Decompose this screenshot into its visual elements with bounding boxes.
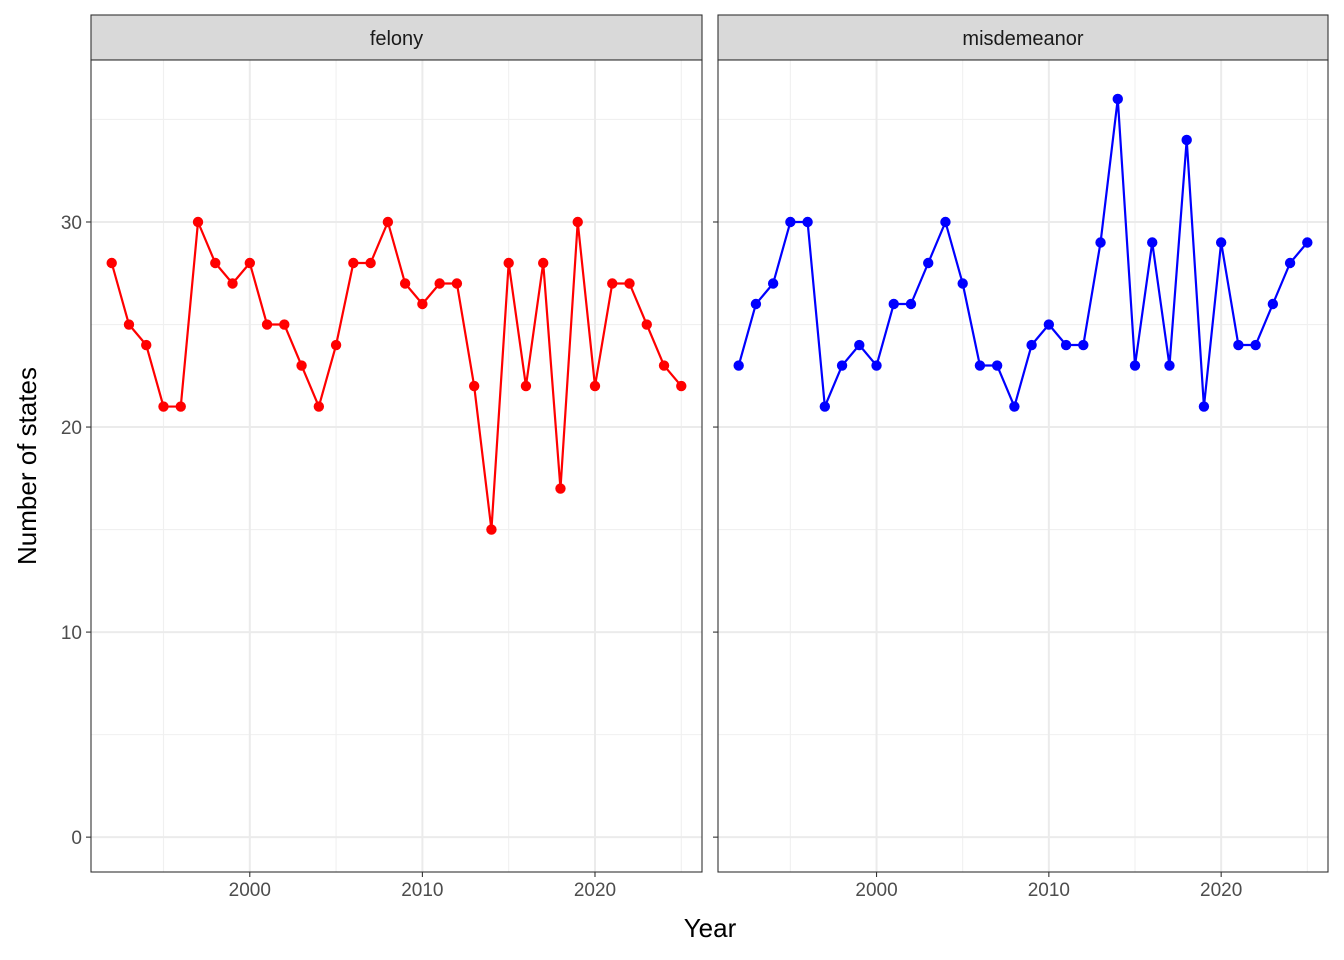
data-point <box>624 278 635 289</box>
data-point <box>1181 134 1192 146</box>
data-point <box>836 360 848 371</box>
data-point <box>538 257 549 269</box>
facet-strip-label: misdemeanor <box>962 28 1084 50</box>
data-point <box>520 380 532 392</box>
y-tick-label: 20 <box>61 418 82 439</box>
data-point <box>313 401 325 412</box>
panel-border <box>90 59 703 873</box>
data-point <box>905 298 917 310</box>
plot-background <box>91 60 702 872</box>
data-point <box>1026 339 1037 351</box>
data-point <box>106 257 117 269</box>
data-point <box>1112 93 1123 105</box>
data-point <box>572 216 583 228</box>
x-tick-label: 2000 <box>855 880 897 901</box>
data-point <box>175 401 186 412</box>
data-point <box>348 257 359 269</box>
data-point <box>1198 401 1210 412</box>
data-point <box>1233 339 1244 351</box>
data-point <box>244 257 255 269</box>
data-point <box>888 298 899 310</box>
data-point <box>1250 339 1261 351</box>
data-point <box>382 216 394 228</box>
y-tick-label: 30 <box>61 213 82 234</box>
data-point <box>819 401 831 412</box>
facet-panel-misdemeanor: misdemeanor 2000 2010 2020 <box>713 14 1329 901</box>
facet-strip-label: felony <box>370 28 423 50</box>
panels-layer: felony 2000 2010 2020 0 10 20 30 misdemeanor 2000… <box>61 14 1329 901</box>
data-point <box>486 524 497 535</box>
data-point <box>854 339 865 351</box>
data-point <box>1215 237 1227 248</box>
data-point <box>1078 339 1089 351</box>
x-axis-title: Year <box>684 913 737 943</box>
x-tick-label: 2010 <box>1028 880 1070 901</box>
data-point <box>296 360 307 371</box>
panel-border <box>717 59 1329 873</box>
data-point <box>1060 339 1072 351</box>
data-point <box>991 360 1003 371</box>
data-point <box>676 380 687 392</box>
data-point <box>940 216 951 228</box>
data-point <box>555 483 566 494</box>
data-point <box>785 216 796 228</box>
x-tick-label: 2010 <box>401 880 443 901</box>
data-point <box>123 319 135 330</box>
data-point <box>141 339 152 351</box>
data-point <box>279 319 290 330</box>
data-point <box>1043 319 1055 330</box>
data-point <box>468 380 480 392</box>
data-point <box>1284 257 1296 269</box>
data-point <box>1095 237 1106 248</box>
data-point <box>641 319 652 330</box>
data-point <box>1267 298 1279 310</box>
data-point <box>1009 401 1020 412</box>
data-point <box>750 298 762 310</box>
data-point <box>1129 360 1141 371</box>
plot-background <box>718 60 1328 872</box>
data-point <box>871 360 882 371</box>
data-point <box>733 360 744 371</box>
data-point <box>192 216 204 228</box>
data-point <box>1302 237 1313 248</box>
data-point <box>658 360 670 371</box>
facet-strip <box>717 14 1329 61</box>
data-point <box>589 380 601 392</box>
facet-strip <box>90 14 703 61</box>
y-tick-label: 10 <box>61 623 82 644</box>
data-point <box>227 278 238 289</box>
data-point <box>365 257 376 269</box>
data-point <box>330 339 342 351</box>
series-line-felony <box>110 220 683 531</box>
data-point <box>261 319 273 330</box>
data-point <box>802 216 813 228</box>
facet-panel-felony: felony 2000 2010 2020 0 10 20 30 <box>61 14 703 901</box>
data-point <box>957 278 968 289</box>
data-point <box>607 278 618 289</box>
data-point <box>1147 237 1158 248</box>
series-line-misdemeanor <box>737 97 1309 408</box>
x-tick-label: 2020 <box>574 880 616 901</box>
y-axis-title: Number of states <box>12 367 42 565</box>
data-point <box>451 278 463 289</box>
data-point <box>767 278 779 289</box>
data-point <box>158 401 169 412</box>
data-point <box>434 278 445 289</box>
data-point <box>503 257 514 269</box>
y-tick-label: 0 <box>71 828 82 849</box>
data-point <box>210 257 221 269</box>
data-point <box>923 257 934 269</box>
x-tick-label: 2020 <box>1200 880 1242 901</box>
data-point <box>399 278 411 289</box>
data-point <box>1164 360 1175 371</box>
x-tick-label: 2000 <box>229 880 271 901</box>
data-point <box>417 298 428 310</box>
data-point <box>974 360 986 371</box>
